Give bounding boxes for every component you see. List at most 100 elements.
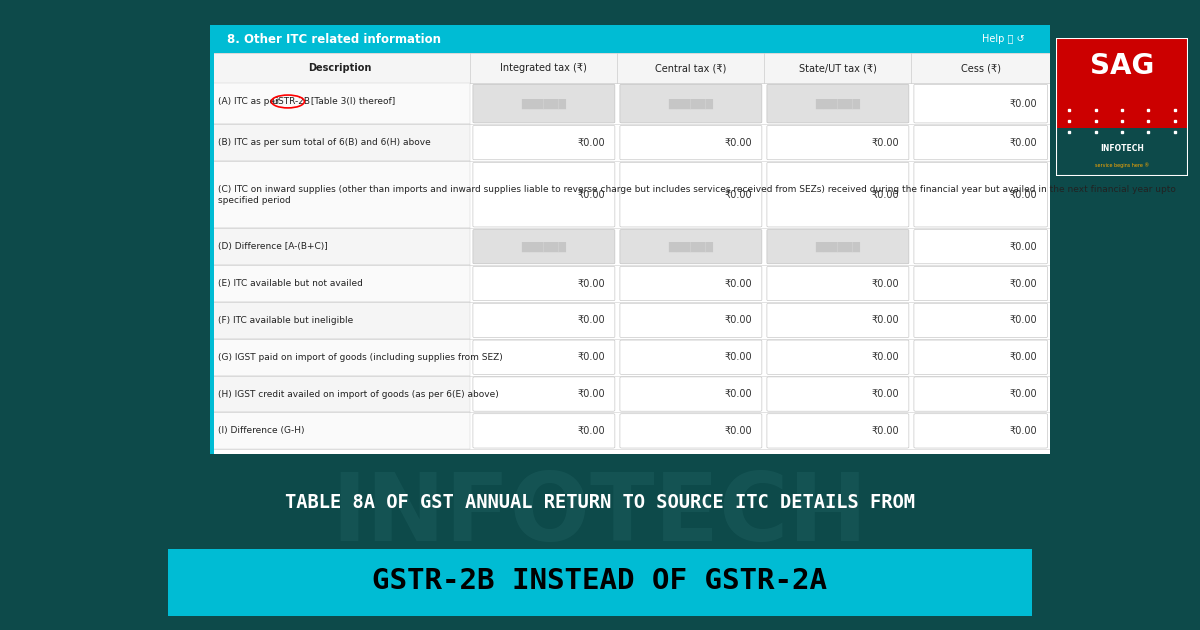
FancyBboxPatch shape (620, 163, 762, 227)
Text: (I) Difference (G-H): (I) Difference (G-H) (218, 427, 305, 435)
FancyBboxPatch shape (473, 125, 614, 160)
FancyBboxPatch shape (473, 266, 614, 301)
Text: (B) ITC as per sum total of 6(B) and 6(H) above: (B) ITC as per sum total of 6(B) and 6(H… (218, 138, 431, 147)
Text: ₹0.00: ₹0.00 (724, 137, 751, 147)
FancyBboxPatch shape (473, 229, 614, 264)
Text: ₹0.00: ₹0.00 (577, 389, 605, 399)
Text: (H) IGST credit availed on import of goods (as per 6(E) above): (H) IGST credit availed on import of goo… (218, 389, 499, 399)
FancyBboxPatch shape (620, 414, 762, 448)
FancyBboxPatch shape (473, 414, 614, 448)
Text: TABLE 8A OF GST ANNUAL RETURN TO SOURCE ITC DETAILS FROM: TABLE 8A OF GST ANNUAL RETURN TO SOURCE … (286, 493, 916, 512)
FancyBboxPatch shape (210, 375, 470, 413)
FancyBboxPatch shape (210, 25, 214, 454)
Text: ₹0.00: ₹0.00 (724, 389, 751, 399)
Text: ₹0.00: ₹0.00 (1009, 278, 1038, 289)
FancyBboxPatch shape (914, 266, 1048, 301)
Text: ₹0.00: ₹0.00 (1009, 137, 1038, 147)
FancyBboxPatch shape (767, 125, 908, 160)
Text: ₹0.00: ₹0.00 (577, 352, 605, 362)
Text: 8. Other ITC related information: 8. Other ITC related information (227, 33, 440, 45)
Text: State/UT tax (₹): State/UT tax (₹) (799, 63, 877, 73)
Text: SAG: SAG (1090, 52, 1154, 79)
Text: ₹0.00: ₹0.00 (577, 190, 605, 200)
FancyBboxPatch shape (620, 266, 762, 301)
Text: ₹0.00: ₹0.00 (1009, 190, 1038, 200)
FancyBboxPatch shape (473, 377, 614, 411)
Text: Cess (₹): Cess (₹) (961, 63, 1001, 73)
FancyBboxPatch shape (210, 339, 470, 375)
FancyBboxPatch shape (767, 229, 908, 264)
Text: service begins here ®: service begins here ® (1094, 163, 1150, 168)
FancyBboxPatch shape (473, 340, 614, 374)
FancyBboxPatch shape (210, 161, 470, 228)
FancyBboxPatch shape (210, 413, 470, 449)
Text: ₹0.00: ₹0.00 (871, 278, 899, 289)
FancyBboxPatch shape (210, 302, 470, 339)
Text: ₹0.00: ₹0.00 (724, 190, 751, 200)
FancyBboxPatch shape (473, 84, 614, 123)
Text: ₹0.00: ₹0.00 (724, 352, 751, 362)
FancyBboxPatch shape (767, 414, 908, 448)
FancyBboxPatch shape (210, 25, 1050, 454)
Text: GSTR-2B: GSTR-2B (271, 97, 311, 106)
FancyBboxPatch shape (620, 377, 762, 411)
Text: ██████: ██████ (668, 98, 714, 109)
FancyBboxPatch shape (473, 303, 614, 338)
Text: GSTR-2B INSTEAD OF GSTR-2A: GSTR-2B INSTEAD OF GSTR-2A (372, 568, 828, 595)
FancyBboxPatch shape (1056, 38, 1188, 128)
Text: ██████: ██████ (521, 98, 566, 109)
FancyBboxPatch shape (767, 377, 908, 411)
Text: ₹0.00: ₹0.00 (1009, 99, 1038, 108)
FancyBboxPatch shape (914, 303, 1048, 338)
Text: ██████: ██████ (816, 241, 860, 252)
Text: Central tax (₹): Central tax (₹) (655, 63, 726, 73)
FancyBboxPatch shape (620, 84, 762, 123)
FancyBboxPatch shape (767, 266, 908, 301)
FancyBboxPatch shape (620, 229, 762, 264)
Text: ₹0.00: ₹0.00 (1009, 352, 1038, 362)
Text: ██████: ██████ (521, 241, 566, 252)
Text: ₹0.00: ₹0.00 (871, 137, 899, 147)
FancyBboxPatch shape (210, 53, 1050, 83)
FancyBboxPatch shape (914, 229, 1048, 264)
Text: ₹0.00: ₹0.00 (724, 426, 751, 436)
FancyBboxPatch shape (767, 84, 908, 123)
Text: ₹0.00: ₹0.00 (871, 316, 899, 325)
FancyBboxPatch shape (914, 84, 1048, 123)
FancyBboxPatch shape (210, 83, 470, 124)
FancyBboxPatch shape (473, 163, 614, 227)
Text: ₹0.00: ₹0.00 (1009, 426, 1038, 436)
FancyBboxPatch shape (914, 163, 1048, 227)
Text: (F) ITC available but ineligible: (F) ITC available but ineligible (218, 316, 354, 325)
Text: Help ❓ ↺: Help ❓ ↺ (982, 34, 1025, 44)
Text: INFOTECH: INFOTECH (332, 469, 868, 561)
FancyBboxPatch shape (914, 414, 1048, 448)
FancyBboxPatch shape (210, 265, 470, 302)
FancyBboxPatch shape (210, 124, 470, 161)
Text: INFOTECH: INFOTECH (1100, 144, 1144, 153)
Text: ██████: ██████ (668, 241, 714, 252)
Text: (C) ITC on inward supplies (other than imports and inward supplies liable to rev: (C) ITC on inward supplies (other than i… (218, 185, 1176, 205)
Text: ₹0.00: ₹0.00 (871, 190, 899, 200)
FancyBboxPatch shape (620, 340, 762, 374)
Text: ₹0.00: ₹0.00 (724, 316, 751, 325)
Text: ₹0.00: ₹0.00 (871, 389, 899, 399)
Text: ₹0.00: ₹0.00 (871, 426, 899, 436)
Text: (A) ITC as per: (A) ITC as per (218, 97, 282, 106)
FancyBboxPatch shape (914, 340, 1048, 374)
FancyBboxPatch shape (620, 303, 762, 338)
Text: ₹0.00: ₹0.00 (577, 278, 605, 289)
Text: ₹0.00: ₹0.00 (1009, 389, 1038, 399)
FancyBboxPatch shape (620, 125, 762, 160)
Text: ₹0.00: ₹0.00 (577, 426, 605, 436)
Text: Integrated tax (₹): Integrated tax (₹) (500, 63, 587, 73)
Text: ₹0.00: ₹0.00 (1009, 242, 1038, 251)
Text: [Table 3(I) thereof]: [Table 3(I) thereof] (308, 97, 395, 106)
FancyBboxPatch shape (914, 125, 1048, 160)
Text: (D) Difference [A-(B+C)]: (D) Difference [A-(B+C)] (218, 242, 328, 251)
FancyBboxPatch shape (168, 549, 1032, 616)
Text: ₹0.00: ₹0.00 (724, 278, 751, 289)
Text: ₹0.00: ₹0.00 (577, 137, 605, 147)
FancyBboxPatch shape (210, 228, 470, 265)
Text: ₹0.00: ₹0.00 (871, 352, 899, 362)
